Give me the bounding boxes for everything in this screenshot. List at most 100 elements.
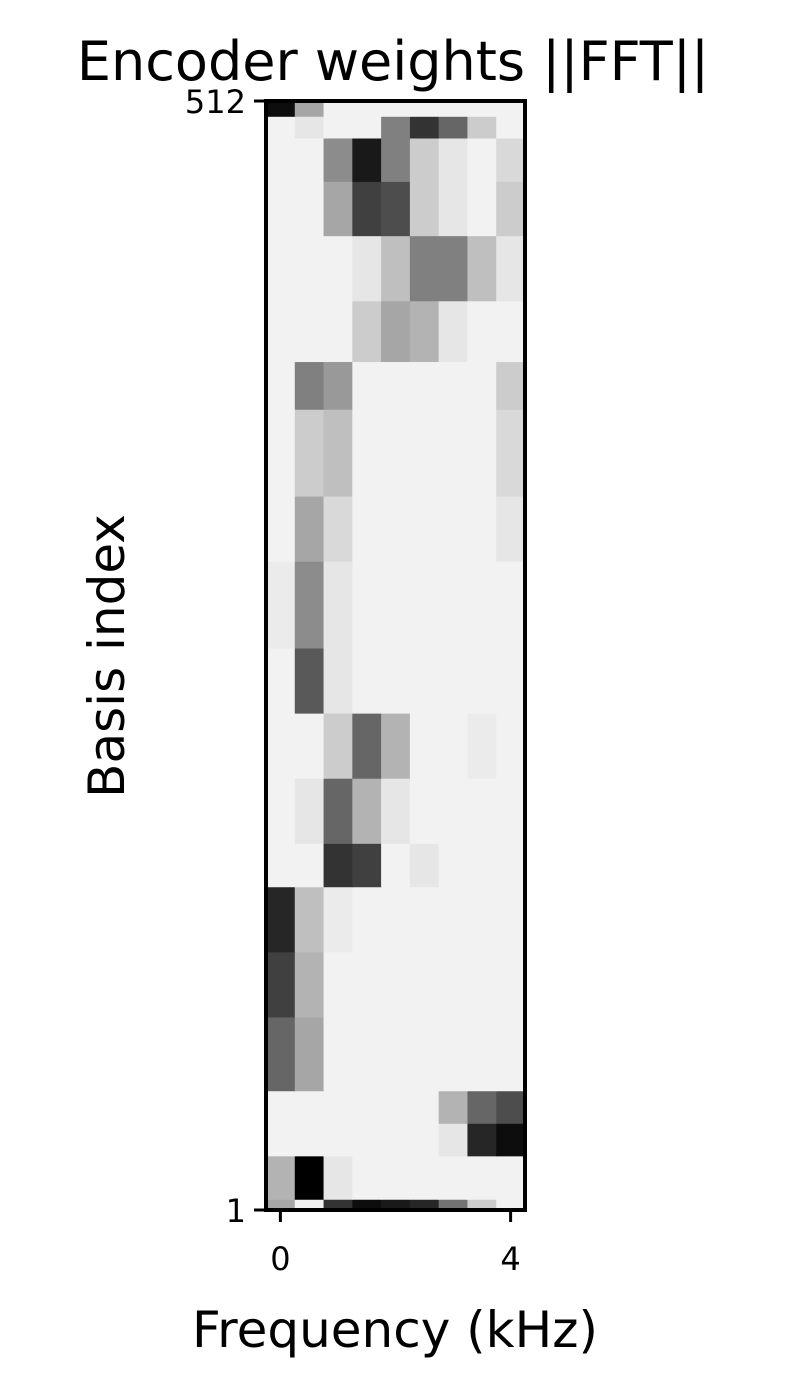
heatmap-cell (352, 116, 382, 139)
heatmap-cell (352, 1090, 382, 1124)
heatmap-cell (438, 647, 469, 714)
heatmap-cell (438, 1199, 469, 1211)
heatmap-cell (323, 1123, 353, 1157)
heatmap-cell (323, 843, 353, 888)
heatmap-cell (496, 137, 526, 182)
heatmap-cell (409, 101, 440, 117)
heatmap-cell (467, 116, 497, 139)
heatmap-cell (496, 235, 526, 302)
heatmap-cell (467, 137, 497, 182)
heatmap-cell (352, 1199, 382, 1211)
heatmap-cell (496, 1016, 526, 1092)
heatmap-cell (467, 713, 497, 779)
heatmap-cell (294, 495, 325, 562)
heatmap-cell (294, 561, 325, 649)
heatmap-cell (352, 778, 382, 844)
heatmap-cell (438, 235, 469, 302)
heatmap-cell (323, 235, 353, 302)
heatmap-cell (409, 361, 440, 410)
heatmap-cell (409, 951, 440, 1018)
heatmap-cell (352, 495, 382, 562)
heatmap-cell (409, 1123, 440, 1157)
heatmap-cell (496, 361, 526, 410)
heatmap-cell (496, 409, 526, 497)
heatmap-cell (323, 181, 353, 237)
heatmap-cell (438, 1155, 469, 1200)
heatmap-cell (467, 495, 497, 562)
heatmap-cell (381, 300, 411, 363)
heatmap-cell (409, 495, 440, 562)
heatmap-cell (409, 1199, 440, 1211)
heatmap-cell (381, 101, 411, 117)
heatmap-cell (438, 361, 469, 410)
heatmap-cell (381, 181, 411, 237)
heatmap-cell (467, 1155, 497, 1200)
heatmap-cell (409, 561, 440, 649)
heatmap-cell (496, 1155, 526, 1200)
heatmap-cell (496, 561, 526, 649)
heatmap-cell (352, 561, 382, 649)
heatmap-cell (352, 101, 382, 117)
heatmap-cell (409, 137, 440, 182)
heatmap-cell (323, 561, 353, 649)
heatmap-cell (496, 1199, 526, 1211)
y-tick-label: 512 (185, 83, 246, 121)
heatmap-cell (467, 951, 497, 1018)
heatmap-cell (409, 300, 440, 363)
heatmap-cell (409, 181, 440, 237)
heatmap-cell (496, 1090, 526, 1124)
x-axis-label: Frequency (kHz) (192, 1301, 598, 1359)
heatmap-cell (352, 843, 382, 888)
heatmap-cell (409, 1090, 440, 1124)
heatmap-cell (409, 647, 440, 714)
heatmap-cell (438, 1016, 469, 1092)
chart-title: Encoder weights ||FFT|| (77, 30, 709, 93)
heatmap-cell (323, 300, 353, 363)
heatmap-cell (266, 1155, 296, 1200)
heatmap-cell (266, 1123, 296, 1157)
heatmap-cell (323, 886, 353, 953)
heatmap-cell (294, 235, 325, 302)
heatmap-cell (496, 778, 526, 844)
heatmap-cell (381, 361, 411, 410)
y-tick-label: 1 (226, 1192, 246, 1230)
heatmap-cell (438, 137, 469, 182)
heatmap-cell (294, 409, 325, 497)
heatmap-cell (294, 1123, 325, 1157)
heatmap-cell (352, 1155, 382, 1200)
heatmap-cell (381, 843, 411, 888)
heatmap-cell (467, 561, 497, 649)
heatmap-cell (294, 843, 325, 888)
heatmap-cell (323, 951, 353, 1018)
heatmap-cell (381, 1123, 411, 1157)
heatmap-cell (467, 235, 497, 302)
heatmap-cell (294, 1090, 325, 1124)
heatmap-cell (266, 300, 296, 363)
heatmap-cell (323, 1016, 353, 1092)
heatmap-cell (409, 1155, 440, 1200)
heatmap-cell (294, 713, 325, 779)
heatmap-cell (438, 951, 469, 1018)
heatmap-cell (467, 886, 497, 953)
heatmap-cell (381, 1090, 411, 1124)
heatmap-cell (381, 886, 411, 953)
heatmap-cell (381, 713, 411, 779)
heatmap-cell (409, 235, 440, 302)
heatmap-cell (294, 181, 325, 237)
heatmap-cell (438, 116, 469, 139)
heatmap-cell (294, 361, 325, 410)
heatmap-cell (266, 647, 296, 714)
heatmap-cell (438, 886, 469, 953)
heatmap-cell (496, 495, 526, 562)
heatmap-cell (294, 1155, 325, 1200)
heatmap-cell (352, 713, 382, 779)
heatmap-cell (467, 1199, 497, 1211)
heatmap-cell (266, 951, 296, 1018)
heatmap-cell (496, 300, 526, 363)
heatmap-cell (352, 951, 382, 1018)
heatmap-cell (496, 713, 526, 779)
heatmap-cell (294, 951, 325, 1018)
heatmap-cell (323, 137, 353, 182)
heatmap-cell (266, 1199, 296, 1211)
heatmap-cell (266, 843, 296, 888)
